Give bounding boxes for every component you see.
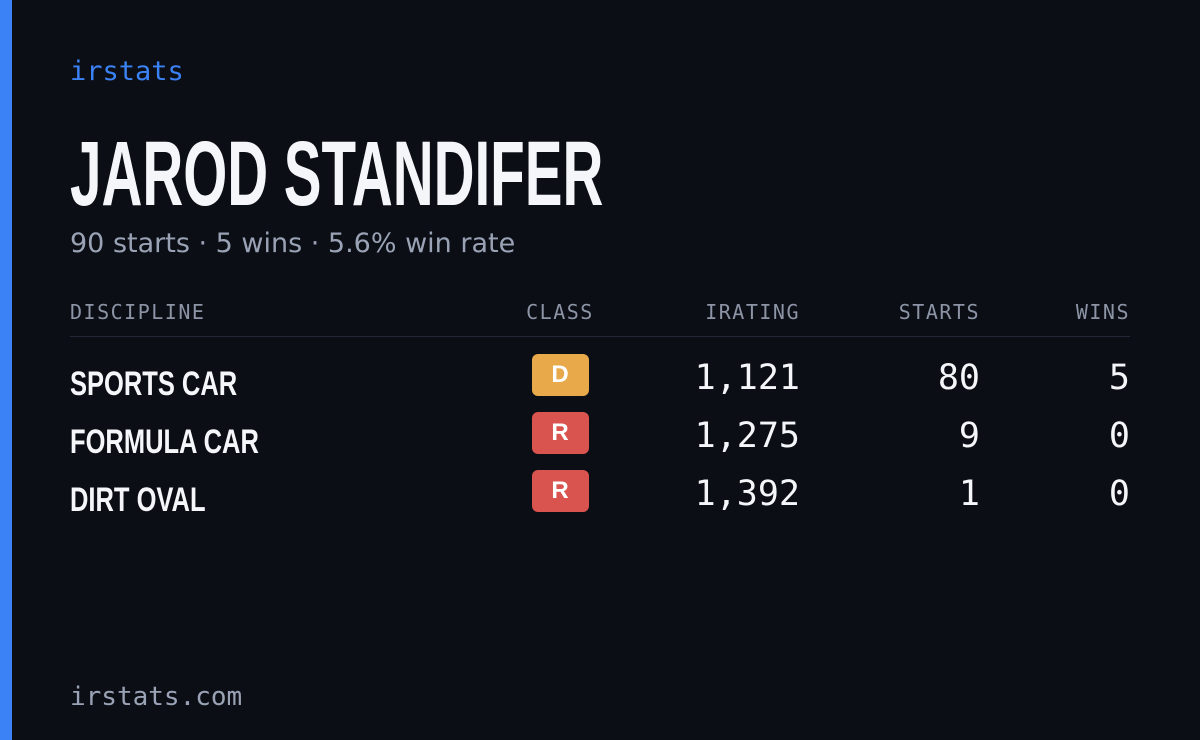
footer-site: irstats.com [70,682,243,712]
brand: irstats [70,56,184,87]
stat-irating: 1,121 [694,358,800,398]
stat-irating: 1,275 [694,416,800,456]
class-badge: R [531,470,589,512]
stat-starts: 9 [958,416,980,456]
column-header: DISCIPLINE [70,300,206,324]
class-badge: R [531,412,589,454]
stat-wins: 0 [1108,416,1130,456]
stat-wins: 5 [1108,358,1130,398]
header-rule [70,336,1130,337]
column-header: WINS [1075,300,1130,324]
stat-starts: 80 [937,358,980,398]
stat-starts: 1 [958,474,980,514]
discipline: DIRT OVAL [70,481,206,519]
discipline: FORMULA CAR [70,423,259,461]
column-header: IRATING [705,300,800,324]
class-badge: D [531,354,589,396]
discipline: SPORTS CAR [70,365,238,403]
column-header: STARTS [898,300,980,324]
stat-irating: 1,392 [694,474,800,514]
summary: 90 starts · 5 wins · 5.6% win rate [70,228,516,259]
column-header: CLASS [526,300,594,324]
accent-bar [0,0,12,740]
stat-wins: 0 [1108,474,1130,514]
driver-name: JAROD STANDIFER [70,123,604,225]
